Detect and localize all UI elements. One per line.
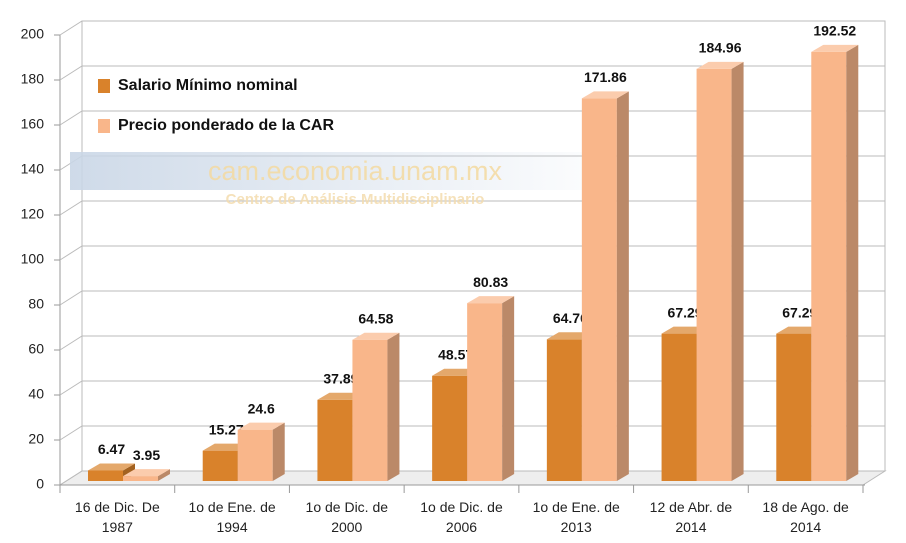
watermark-band xyxy=(70,152,630,190)
legend-swatch xyxy=(98,79,110,93)
value-label: 64.76 xyxy=(553,310,588,326)
bar-side xyxy=(616,91,629,481)
bar-top xyxy=(811,44,859,52)
bar xyxy=(661,333,697,481)
bar-top xyxy=(581,91,629,99)
y-tick-label: 100 xyxy=(21,251,45,267)
value-label: 80.83 xyxy=(473,274,508,290)
grid-line xyxy=(59,20,885,36)
bar-top xyxy=(237,422,285,430)
y-tick-label: 20 xyxy=(28,431,44,447)
value-label: 67.29 xyxy=(782,304,817,320)
bar xyxy=(776,333,812,481)
watermark-sub: Centro de Análisis Multidisciplinario xyxy=(226,191,485,208)
value-label: 15.27 xyxy=(209,421,244,437)
value-label: 171.86 xyxy=(584,69,627,85)
bar-side xyxy=(158,469,170,481)
bar xyxy=(467,303,503,481)
bar xyxy=(432,375,468,481)
bar xyxy=(581,98,617,481)
y-tick-label: 40 xyxy=(28,386,44,402)
value-label: 192.52 xyxy=(813,23,856,39)
bar xyxy=(352,339,388,481)
bar-top xyxy=(88,463,135,471)
bar-top xyxy=(123,469,170,477)
bar xyxy=(811,51,847,482)
bar-side xyxy=(846,44,859,481)
bar xyxy=(237,429,273,481)
y-tick-label: 140 xyxy=(21,161,45,177)
x-tick-label: 1o de Dic. de 2006 xyxy=(420,499,503,535)
bar-top xyxy=(467,296,515,304)
value-label: 67.29 xyxy=(668,304,703,320)
x-tick-label: 12 de Abr. de 2014 xyxy=(649,499,733,535)
legend-label: Precio ponderado de la CAR xyxy=(118,117,334,134)
value-label: 184.96 xyxy=(699,40,742,56)
bar xyxy=(546,339,582,481)
x-tick-label: 16 de Dic. De 1987 xyxy=(74,499,160,535)
legend-swatch xyxy=(98,119,110,133)
bar-top xyxy=(352,332,400,340)
y-tick-label: 60 xyxy=(28,341,44,357)
value-label: 24.6 xyxy=(248,400,275,416)
value-label: 64.58 xyxy=(358,310,393,326)
value-label: 3.95 xyxy=(133,447,160,463)
legend-label: Salario Mínimo nominal xyxy=(118,77,298,94)
y-tick-label: 200 xyxy=(21,26,45,42)
bar-side xyxy=(731,61,744,482)
watermark: cam.economia.unam.mx xyxy=(208,156,503,186)
y-tick-label: 0 xyxy=(36,476,44,492)
bar xyxy=(202,450,238,481)
bar-side xyxy=(272,422,285,481)
value-label: 6.47 xyxy=(98,441,125,457)
bar-side xyxy=(387,332,400,481)
x-tick-label: 18 de Ago. de 2014 xyxy=(762,499,849,535)
bar-side xyxy=(502,296,515,481)
x-tick-label: 1o de Ene. de 2013 xyxy=(532,499,620,535)
y-tick-label: 120 xyxy=(21,206,45,222)
y-tick-label: 160 xyxy=(21,116,45,132)
value-label: 48.57 xyxy=(438,346,473,362)
x-tick-label: 1o de Dic. de 2000 xyxy=(305,499,389,535)
grid-line xyxy=(59,65,885,81)
x-tick-label: 1o de Ene. de 1994 xyxy=(188,499,276,535)
value-label: 37.89 xyxy=(323,370,358,386)
y-tick-label: 180 xyxy=(21,71,45,87)
bar xyxy=(88,470,123,481)
bar xyxy=(317,399,353,481)
bar xyxy=(123,476,158,481)
y-tick-label: 80 xyxy=(28,296,44,312)
bar-top xyxy=(696,61,744,69)
bar xyxy=(696,68,732,481)
